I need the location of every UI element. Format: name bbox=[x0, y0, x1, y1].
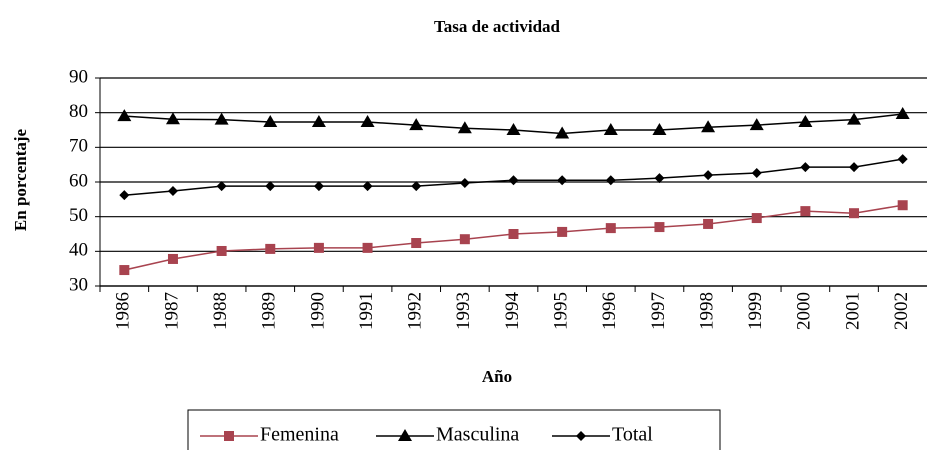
x-tick-label: 1987 bbox=[161, 292, 182, 330]
y-tick-label: 90 bbox=[69, 66, 88, 87]
x-tick-label: 2002 bbox=[891, 292, 912, 330]
data-point bbox=[459, 178, 470, 189]
x-tick-label: 1990 bbox=[307, 292, 328, 330]
data-point bbox=[411, 181, 422, 192]
data-point bbox=[800, 206, 811, 217]
x-tick-label: 1997 bbox=[648, 292, 669, 330]
data-point bbox=[506, 123, 521, 135]
x-tick-label: 1999 bbox=[745, 292, 766, 330]
data-point bbox=[849, 162, 860, 173]
x-tick-label: 1991 bbox=[356, 292, 377, 330]
data-point bbox=[555, 126, 570, 139]
data-point bbox=[214, 112, 229, 125]
data-point bbox=[117, 109, 132, 122]
y-axis-title: En porcentaje bbox=[11, 128, 30, 231]
data-point bbox=[216, 245, 227, 256]
data-point bbox=[800, 162, 811, 173]
data-point bbox=[459, 234, 470, 245]
data-point bbox=[751, 167, 762, 178]
data-point bbox=[362, 242, 373, 253]
data-point bbox=[603, 123, 618, 135]
data-point bbox=[897, 154, 908, 165]
data-point bbox=[605, 175, 616, 186]
y-tick-label: 60 bbox=[69, 170, 88, 191]
x-tick-label: 1995 bbox=[551, 292, 572, 330]
data-point bbox=[703, 218, 714, 229]
data-point bbox=[167, 186, 178, 197]
x-tick-label: 1996 bbox=[599, 292, 620, 330]
y-tick-label: 40 bbox=[69, 240, 88, 261]
y-tick-label: 70 bbox=[69, 136, 88, 157]
chart-title: Tasa de actividad bbox=[434, 17, 561, 36]
data-point bbox=[265, 181, 276, 192]
data-point bbox=[263, 115, 278, 128]
data-point bbox=[313, 242, 324, 253]
x-tick-label: 1988 bbox=[210, 292, 231, 330]
legend-marker bbox=[398, 429, 412, 441]
data-point bbox=[654, 222, 665, 233]
data-point bbox=[165, 112, 180, 125]
data-point bbox=[119, 190, 130, 201]
data-point bbox=[508, 175, 519, 186]
x-tick-label: 2001 bbox=[842, 292, 863, 330]
data-point bbox=[313, 181, 324, 192]
data-point bbox=[701, 120, 716, 133]
x-tick-label: 1989 bbox=[259, 292, 280, 330]
data-point bbox=[167, 253, 178, 264]
x-tick-label: 1986 bbox=[113, 292, 134, 330]
data-point bbox=[847, 112, 862, 125]
data-point bbox=[897, 200, 908, 211]
data-point bbox=[605, 223, 616, 234]
legend-box bbox=[187, 409, 721, 450]
data-point bbox=[311, 115, 326, 128]
data-point bbox=[557, 175, 568, 186]
data-point bbox=[654, 173, 665, 184]
data-point bbox=[362, 181, 373, 192]
data-point bbox=[703, 170, 714, 181]
x-tick-label: 1992 bbox=[405, 292, 426, 330]
data-point bbox=[849, 208, 860, 219]
data-point bbox=[557, 226, 568, 237]
y-tick-label: 50 bbox=[69, 205, 88, 226]
data-point bbox=[749, 118, 764, 131]
data-point bbox=[411, 238, 422, 249]
legend-label: Masculina bbox=[436, 424, 519, 446]
legend-marker bbox=[224, 431, 234, 441]
x-tick-label: 1998 bbox=[696, 292, 717, 330]
x-tick-label: 2000 bbox=[794, 292, 815, 330]
data-point bbox=[265, 243, 276, 254]
data-point bbox=[751, 213, 762, 224]
legend-marker bbox=[576, 431, 586, 441]
x-axis-title: Año bbox=[482, 367, 512, 386]
data-point bbox=[360, 115, 375, 128]
x-tick-label: 1994 bbox=[502, 292, 523, 331]
x-tick-label: 1993 bbox=[453, 292, 474, 330]
data-point bbox=[895, 107, 910, 120]
data-point bbox=[652, 123, 667, 135]
legend-label: Femenina bbox=[260, 424, 339, 446]
data-point bbox=[409, 118, 424, 131]
data-point bbox=[216, 181, 227, 192]
data-point bbox=[798, 115, 813, 128]
data-point bbox=[119, 265, 130, 276]
legend-label: Total bbox=[612, 424, 653, 446]
data-point bbox=[457, 121, 472, 134]
data-point bbox=[508, 229, 519, 239]
y-tick-label: 80 bbox=[69, 101, 88, 122]
y-tick-label: 30 bbox=[69, 274, 88, 295]
